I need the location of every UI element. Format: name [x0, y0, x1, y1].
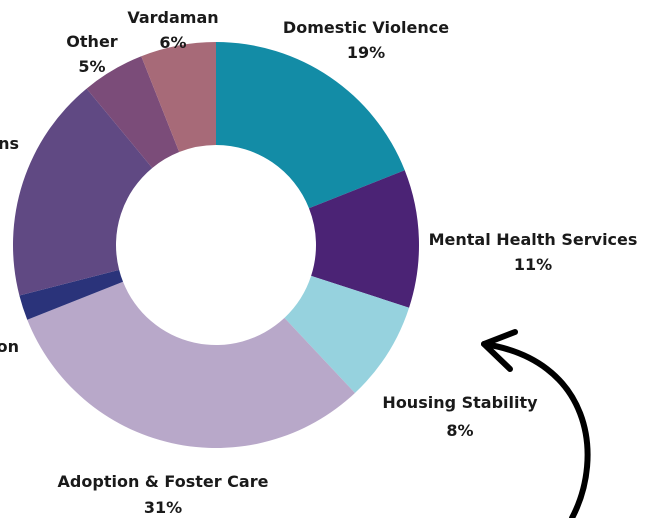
label-seniors-veterans-cropped: ns	[0, 134, 19, 153]
value-mental-health-services: 11%	[514, 255, 552, 274]
value-domestic-violence: 19%	[347, 43, 385, 62]
label-adoption-foster-care: Adoption & Foster Care	[58, 472, 269, 491]
slice-adoption-foster-care	[27, 281, 355, 448]
slice-education	[19, 269, 124, 320]
slice-other	[86, 56, 180, 168]
label-other: Other	[66, 32, 117, 51]
slice-vardaman	[141, 42, 216, 153]
label-domestic-violence: Domestic Violence	[283, 18, 449, 37]
label-education-cropped: on	[0, 337, 19, 356]
value-other: 5%	[78, 57, 105, 76]
slice-housing-stability	[284, 275, 410, 393]
slice-domestic-violence	[216, 42, 405, 209]
label-mental-health-services: Mental Health Services	[429, 230, 638, 249]
curved-arrow-icon	[481, 329, 591, 518]
value-housing-stability: 8%	[446, 421, 473, 440]
slice-labels: Domestic Violence 19% Mental Health Serv…	[0, 8, 637, 517]
value-adoption-foster-care: 31%	[144, 498, 182, 517]
slice-mental-health-services	[308, 170, 419, 308]
donut-slices	[13, 42, 419, 448]
label-vardaman: Vardaman	[127, 8, 218, 27]
value-vardaman: 6%	[159, 33, 186, 52]
slice-seniors-veterans	[13, 88, 153, 296]
label-housing-stability: Housing Stability	[382, 393, 538, 412]
